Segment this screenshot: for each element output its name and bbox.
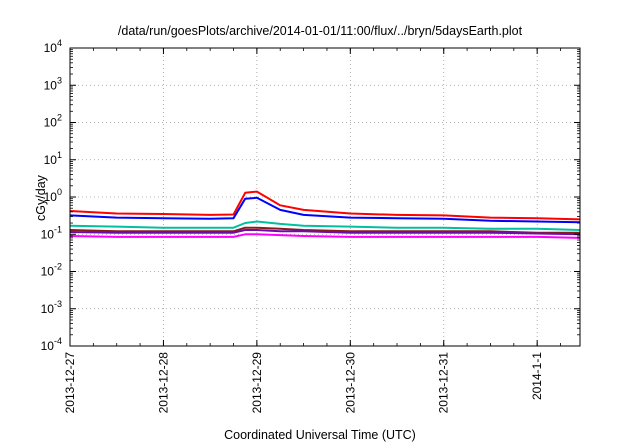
y-tick-label: 10-2	[41, 262, 62, 279]
grid-layer	[70, 48, 580, 346]
x-tick-label: 2013-12-30	[343, 352, 357, 414]
y-tick-label: 100	[44, 187, 62, 204]
y-tick-label: 104	[44, 38, 62, 55]
x-tick-label: 2014-1-1	[530, 352, 544, 400]
x-tick-label: 2013-12-31	[437, 352, 451, 414]
series-layer	[69, 190, 581, 239]
y-tick-label: 101	[44, 150, 62, 167]
series-line-4	[69, 226, 580, 234]
x-axis-label: Coordinated Universal Time (UTC)	[224, 428, 416, 442]
series-line-3	[69, 220, 581, 231]
x-tick-label: 2013-12-27	[63, 352, 77, 414]
tick-layer: 10-4 10-3 10-2 10-1 100 101 102 103 104 2013-12-2…	[41, 38, 580, 413]
y-tick-label: 10-4	[41, 336, 62, 353]
series-line-1	[69, 190, 581, 221]
series-line-6	[69, 233, 581, 239]
y-tick-label: 102	[44, 113, 62, 130]
x-tick-label: 2013-12-28	[156, 352, 170, 414]
y-tick-label: 103	[44, 75, 62, 92]
y-tick-label: 10-1	[41, 224, 62, 241]
y-tick-label: 10-3	[41, 299, 62, 316]
series-line-5	[69, 229, 581, 236]
chart-title: /data/run/goesPlots/archive/2014-01-01/1…	[117, 24, 523, 38]
x-tick-label: 2013-12-29	[250, 352, 264, 414]
series-line-2	[69, 196, 581, 224]
